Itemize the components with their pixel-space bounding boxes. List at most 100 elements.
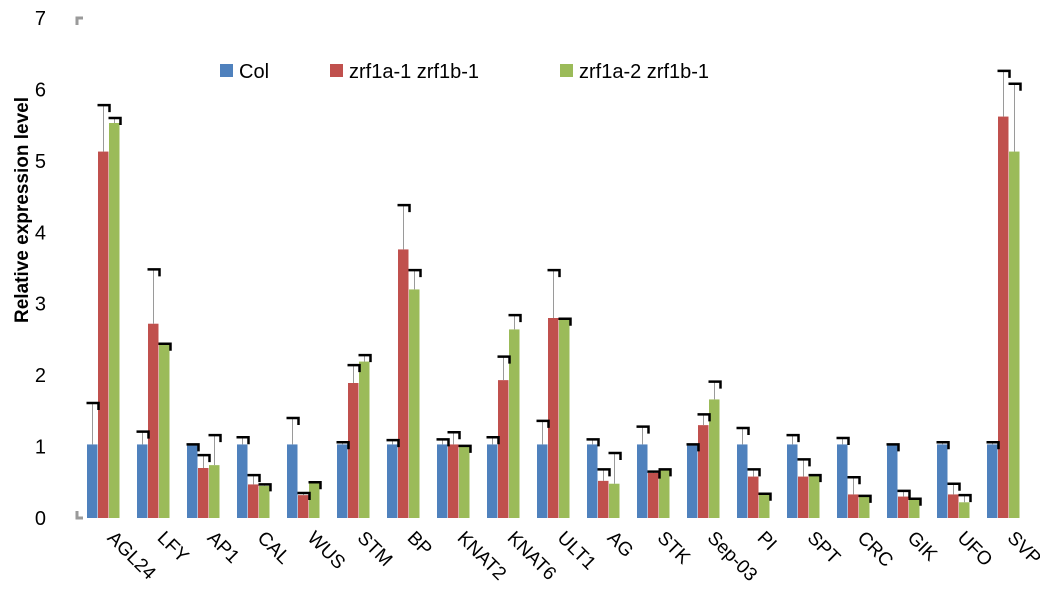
- error-cap-UFO-series-3: [958, 493, 972, 503]
- bar-Sep-03-series-3: [709, 399, 720, 518]
- y-tick-label-4: 4: [35, 222, 46, 244]
- legend-swatch-1: [220, 64, 233, 77]
- bar-GIK-series-1: [887, 444, 898, 518]
- error-cap-CRC-series-2: [847, 476, 861, 485]
- bar-STM-series-1: [337, 444, 348, 518]
- bar-UFO-series-3: [959, 502, 970, 518]
- bar-AGL24-series-2: [98, 151, 109, 519]
- error-cap-KNAT6-series-1: [486, 436, 500, 445]
- legend-swatch-3: [560, 64, 573, 77]
- error-cap-BP-series-3: [408, 268, 422, 278]
- x-tick-label-UFO: UFO: [953, 528, 996, 571]
- legend-swatch-2: [330, 64, 343, 77]
- error-cap-WUS-series-2: [297, 491, 311, 500]
- error-cap-LFY-series-3: [158, 342, 172, 351]
- error-cap-SPT-series-3: [808, 473, 822, 483]
- y-tick-label-1: 1: [35, 437, 46, 459]
- y-axis-top-mark: [75, 16, 83, 25]
- bar-BP-series-1: [387, 444, 398, 518]
- error-cap-SPT-series-1: [786, 433, 800, 443]
- x-tick-label-LFY: LFY: [153, 528, 193, 568]
- error-cap-Sep-03-series-3: [708, 380, 722, 389]
- bar-CAL-series-1: [237, 444, 248, 518]
- bar-WUS-series-2: [298, 495, 309, 518]
- bar-AGL24-series-1: [87, 444, 98, 518]
- error-cap-AGL24-series-1: [86, 401, 100, 410]
- error-cap-CAL-series-2: [247, 473, 261, 483]
- bar-AP1-series-3: [209, 465, 220, 518]
- x-tick-label-CRC: CRC: [853, 528, 897, 572]
- error-cap-AGL24-series-2: [97, 103, 111, 113]
- x-tick-label-AGL24: AGL24: [103, 528, 160, 585]
- x-tick-label-BP: BP: [403, 528, 436, 561]
- x-tick-label-SPT: SPT: [803, 528, 844, 569]
- bar-LFY-series-3: [159, 343, 170, 518]
- error-cap-CAL-series-3: [258, 483, 272, 492]
- bar-UFO-series-2: [948, 494, 959, 518]
- bar-Sep-03-series-2: [698, 425, 709, 518]
- legend-label-2: zrf1a-1 zrf1b-1: [349, 61, 479, 83]
- error-cap-STK-series-3: [658, 468, 672, 477]
- x-tick-label-ULT1: ULT1: [553, 528, 600, 575]
- bar-SPT-series-1: [787, 444, 798, 518]
- bar-AGL24-series-3: [109, 123, 120, 518]
- y-tick-label-5: 5: [35, 151, 46, 173]
- bar-WUS-series-1: [287, 444, 298, 518]
- bar-UFO-series-1: [937, 444, 948, 518]
- bar-AG-series-1: [587, 444, 598, 518]
- x-tick-label-CAL: CAL: [253, 528, 294, 569]
- x-tick-label-SVP: SVP: [1003, 528, 1040, 570]
- bar-AP1-series-1: [187, 444, 198, 518]
- error-cap-GIK-series-3: [908, 497, 922, 506]
- legend-label-1: Col: [239, 61, 269, 83]
- error-cap-SVP-series-3: [1008, 82, 1022, 91]
- bar-CRC-series-1: [837, 444, 848, 518]
- error-bars: [86, 69, 1022, 506]
- error-cap-ULT1-series-2: [547, 268, 561, 278]
- error-cap-CRC-series-1: [836, 436, 850, 445]
- error-cap-KNAT6-series-2: [497, 355, 511, 364]
- error-cap-AG-series-3: [608, 451, 622, 460]
- error-cap-AP1-series-3: [208, 433, 222, 443]
- error-cap-SPT-series-2: [797, 458, 811, 467]
- error-cap-Sep-03-series-2: [697, 413, 711, 422]
- error-cap-Sep-03-series-1: [686, 443, 700, 452]
- error-cap-KNAT2-series-1: [436, 438, 450, 447]
- bar-KNAT6-series-1: [487, 444, 498, 518]
- bar-KNAT6-series-3: [509, 329, 520, 518]
- bar-STK-series-2: [648, 473, 659, 518]
- bar-KNAT2-series-1: [437, 444, 448, 518]
- error-cap-CRC-series-3: [858, 494, 872, 503]
- bar-KNAT2-series-2: [448, 444, 459, 518]
- bar-ULT1-series-1: [537, 444, 548, 518]
- error-cap-KNAT2-series-3: [458, 444, 472, 453]
- x-tick-label-STM: STM: [353, 528, 396, 571]
- bar-STM-series-3: [359, 361, 370, 518]
- error-cap-SVP-series-2: [997, 69, 1011, 78]
- x-tick-label-STK: STK: [653, 528, 694, 569]
- error-cap-UFO-series-1: [936, 441, 950, 450]
- bar-STK-series-1: [637, 444, 648, 518]
- error-cap-STK-series-1: [636, 425, 650, 434]
- bar-STK-series-3: [659, 469, 670, 518]
- bar-LFY-series-2: [148, 323, 159, 518]
- y-tick-label-0: 0: [35, 508, 46, 530]
- bar-SVP-series-3: [1009, 151, 1020, 519]
- bar-Sep-03-series-1: [687, 444, 698, 518]
- x-tick-label-Sep-03: Sep-03: [703, 528, 761, 586]
- y-tick-label-2: 2: [35, 365, 46, 387]
- y-axis-bottom-mark: [75, 511, 83, 520]
- error-cap-PI-series-1: [736, 426, 750, 435]
- error-cap-GIK-series-1: [886, 443, 900, 452]
- bar-CRC-series-2: [848, 494, 859, 518]
- y-axis-label: Relative expression level: [12, 97, 33, 323]
- bar-BP-series-2: [398, 249, 409, 518]
- error-cap-ULT1-series-3: [558, 317, 572, 326]
- x-tick-label-AG: AG: [603, 528, 637, 562]
- legend-label-3: zrf1a-2 zrf1b-1: [579, 61, 709, 83]
- legend: Col zrf1a-1 zrf1b-1 zrf1a-2 zrf1b-1: [220, 61, 709, 83]
- error-cap-STK-series-2: [647, 470, 661, 479]
- bar-ULT1-series-3: [559, 318, 570, 518]
